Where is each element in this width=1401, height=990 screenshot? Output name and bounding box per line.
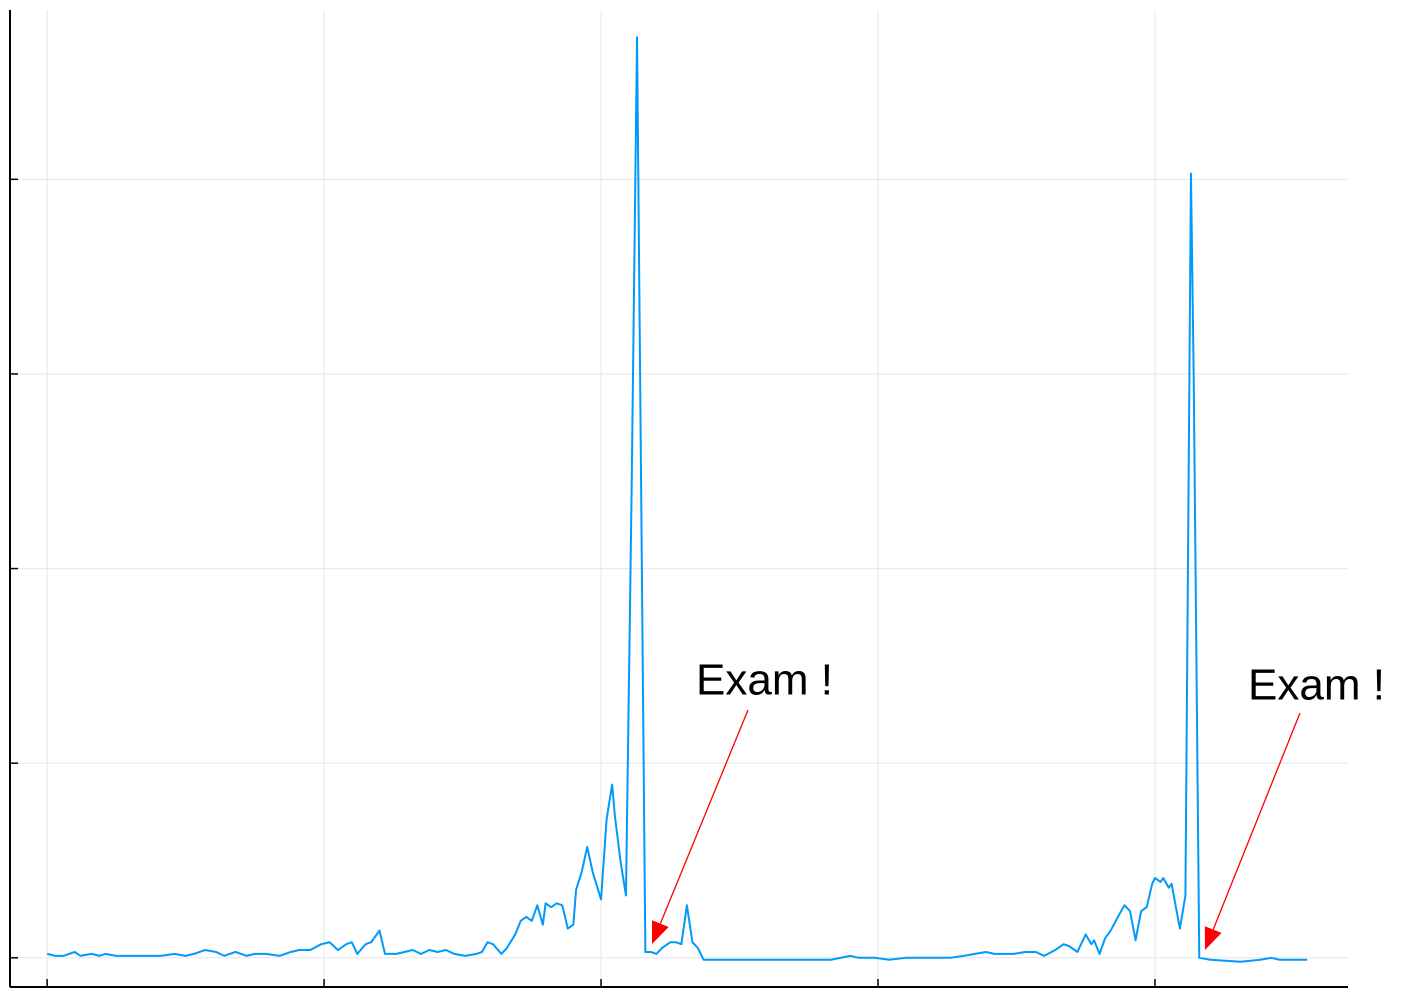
annotation-arrowhead [1204,926,1222,950]
grid [10,10,1348,987]
axes [9,10,1348,988]
annotation-arrowhead [652,920,669,944]
annotation-text: Exam ! [696,656,833,705]
annotation-arrow [1212,712,1301,930]
line-series [46,36,1308,963]
plot [46,36,1308,963]
annotation-arrow [659,709,749,924]
annotations: Exam ! Exam ! [652,656,1385,950]
annotation-text: Exam ! [1248,661,1385,710]
